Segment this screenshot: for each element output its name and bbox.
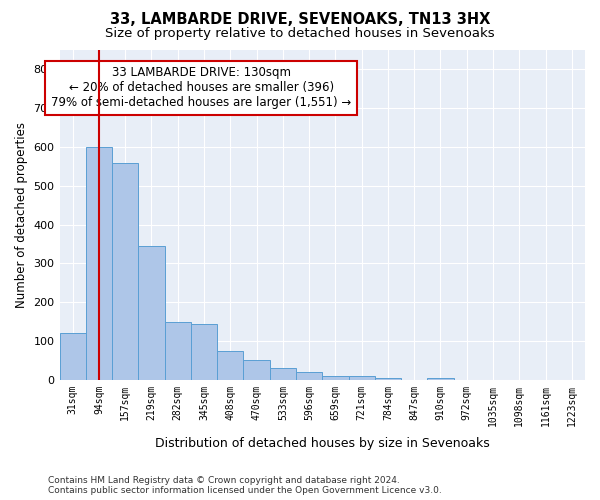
Bar [217,351,244,380]
Text: Size of property relative to detached houses in Sevenoaks: Size of property relative to detached ho… [105,28,495,40]
Bar [375,378,401,380]
Bar [270,368,296,380]
Bar [59,334,86,380]
Bar [244,360,270,380]
Text: 33 LAMBARDE DRIVE: 130sqm
← 20% of detached houses are smaller (396)
79% of semi: 33 LAMBARDE DRIVE: 130sqm ← 20% of detac… [51,66,352,110]
Text: Contains HM Land Registry data © Crown copyright and database right 2024.
Contai: Contains HM Land Registry data © Crown c… [48,476,442,495]
Bar [349,376,375,380]
Bar [139,246,164,380]
Bar [427,378,454,380]
Bar [112,162,139,380]
Y-axis label: Number of detached properties: Number of detached properties [15,122,28,308]
Bar [164,322,191,380]
Text: 33, LAMBARDE DRIVE, SEVENOAKS, TN13 3HX: 33, LAMBARDE DRIVE, SEVENOAKS, TN13 3HX [110,12,490,28]
Bar [322,376,349,380]
Bar [86,147,112,380]
Bar [191,324,217,380]
X-axis label: Distribution of detached houses by size in Sevenoaks: Distribution of detached houses by size … [155,437,490,450]
Bar [296,372,322,380]
